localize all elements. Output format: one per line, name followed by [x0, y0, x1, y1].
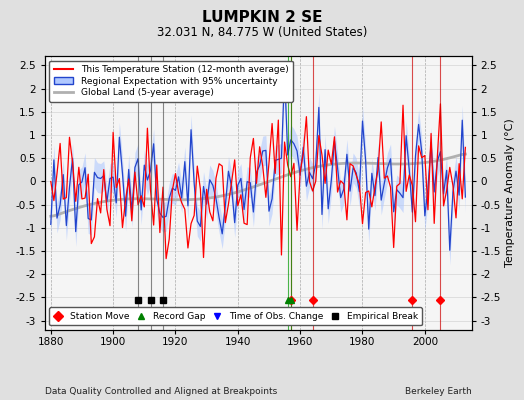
Text: Data Quality Controlled and Aligned at Breakpoints: Data Quality Controlled and Aligned at B… — [45, 387, 277, 396]
Text: Berkeley Earth: Berkeley Earth — [405, 387, 472, 396]
Text: 32.031 N, 84.775 W (United States): 32.031 N, 84.775 W (United States) — [157, 26, 367, 39]
Y-axis label: Temperature Anomaly (°C): Temperature Anomaly (°C) — [505, 119, 515, 267]
Text: LUMPKIN 2 SE: LUMPKIN 2 SE — [202, 10, 322, 25]
Legend: Station Move, Record Gap, Time of Obs. Change, Empirical Break: Station Move, Record Gap, Time of Obs. C… — [49, 308, 422, 326]
